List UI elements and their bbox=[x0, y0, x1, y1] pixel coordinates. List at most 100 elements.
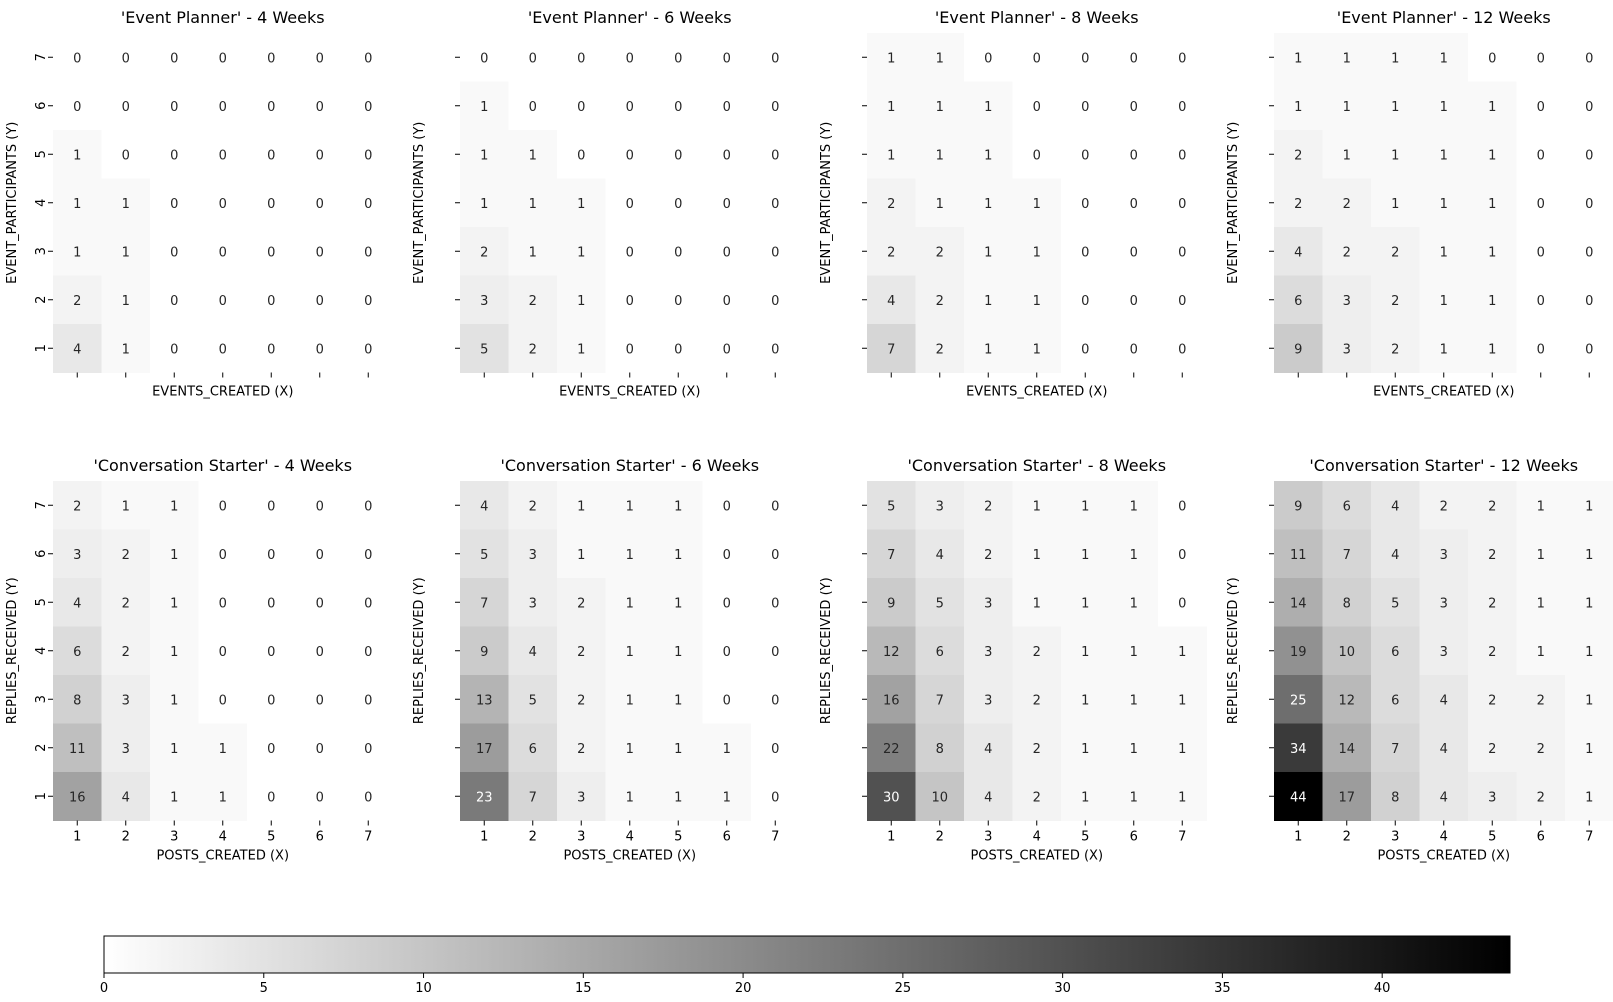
cell-value-label: 8 bbox=[1391, 790, 1399, 805]
cell-value-label: 1 bbox=[984, 294, 992, 309]
cell-value-label: 0 bbox=[984, 51, 992, 66]
cell-value-label: 2 bbox=[887, 245, 895, 260]
heatmap-cell bbox=[150, 481, 199, 530]
heatmap-cell bbox=[1158, 723, 1207, 773]
cell-value-label: 0 bbox=[771, 148, 779, 163]
heatmap-cell bbox=[557, 529, 606, 579]
y-axis-label: REPLIES_RECEIVED (Y) bbox=[412, 577, 427, 724]
heatmap-cell bbox=[198, 675, 248, 724]
cell-value-label: 1 bbox=[1178, 790, 1186, 805]
cell-value-label: 0 bbox=[170, 294, 178, 309]
heatmap-cell bbox=[1565, 772, 1613, 821]
cell-value-label: 0 bbox=[1081, 197, 1089, 212]
cell-value-label: 1 bbox=[170, 548, 178, 563]
heatmap-cell bbox=[557, 227, 606, 276]
cell-value-label: 10 bbox=[1338, 645, 1355, 660]
x-tick-label: 5 bbox=[1488, 830, 1496, 845]
heatmap-cell bbox=[867, 626, 916, 676]
y-axis-label: EVENT_PARTICIPANTS (Y) bbox=[819, 122, 834, 284]
heatmap-cell bbox=[508, 529, 558, 579]
cell-value-label: 0 bbox=[771, 548, 779, 563]
cell-value-label: 2 bbox=[529, 294, 537, 309]
cell-value-label: 3 bbox=[577, 790, 585, 805]
cell-value-label: 6 bbox=[936, 645, 944, 660]
heatmap-cell bbox=[1468, 33, 1517, 82]
heatmap-cell bbox=[751, 675, 800, 724]
y-tick-label: 1 bbox=[34, 344, 49, 352]
heatmap-cell bbox=[702, 227, 752, 276]
cell-value-label: 1 bbox=[1537, 645, 1545, 660]
cell-value-label: 1 bbox=[936, 100, 944, 115]
cell-value-label: 2 bbox=[529, 499, 537, 514]
cell-value-label: 2 bbox=[1294, 148, 1302, 163]
cell-value-label: 5 bbox=[529, 693, 537, 708]
heatmap-cell bbox=[247, 529, 296, 579]
heatmap-cell bbox=[605, 772, 655, 821]
heatmap-cell bbox=[247, 227, 296, 276]
heatmap-cell bbox=[1419, 626, 1469, 676]
heatmap-cell bbox=[867, 33, 916, 82]
heatmap-cell bbox=[344, 33, 393, 82]
heatmap-cell bbox=[460, 275, 509, 325]
cell-value-label: 0 bbox=[219, 645, 227, 660]
heatmap-cell bbox=[460, 626, 509, 676]
heatmap-cell bbox=[1158, 275, 1207, 325]
heatmap-cell bbox=[508, 33, 558, 82]
cell-value-label: 1 bbox=[626, 548, 634, 563]
heatmap-cell bbox=[101, 33, 151, 82]
heatmap-cell bbox=[1061, 227, 1110, 276]
cell-value-label: 2 bbox=[1391, 245, 1399, 260]
cell-value-label: 4 bbox=[1391, 499, 1399, 514]
heatmap-cell bbox=[1322, 772, 1372, 821]
cell-value-label: 1 bbox=[480, 100, 488, 115]
heatmap-cell bbox=[1419, 675, 1469, 724]
heatmap-cell bbox=[198, 178, 248, 228]
heatmap-cell bbox=[1274, 578, 1323, 627]
cell-value-label: 6 bbox=[1391, 693, 1399, 708]
panel-title: 'Conversation Starter' - 12 Weeks bbox=[1309, 456, 1578, 475]
heatmap-cell bbox=[1419, 772, 1469, 821]
x-tick-label: 4 bbox=[626, 830, 634, 845]
heatmap-cell bbox=[1468, 324, 1517, 373]
cell-value-label: 1 bbox=[1033, 548, 1041, 563]
cell-value-label: 0 bbox=[1585, 245, 1593, 260]
cell-value-label: 0 bbox=[1081, 100, 1089, 115]
heatmap-cell bbox=[1274, 529, 1323, 579]
heatmap-cell bbox=[1012, 324, 1062, 373]
cell-value-label: 2 bbox=[480, 245, 488, 260]
heatmap-cell bbox=[605, 178, 655, 228]
heatmap-cell bbox=[915, 130, 965, 179]
cell-value-label: 1 bbox=[1130, 693, 1138, 708]
heatmap-cell bbox=[508, 81, 558, 131]
cell-value-label: 1 bbox=[1537, 548, 1545, 563]
cell-value-label: 0 bbox=[1537, 342, 1545, 357]
heatmap-cell bbox=[1012, 723, 1062, 773]
heatmap-cell bbox=[460, 772, 509, 821]
cell-value-label: 12 bbox=[883, 645, 900, 660]
cell-value-label: 1 bbox=[170, 790, 178, 805]
cell-value-label: 0 bbox=[577, 148, 585, 163]
heatmap-cell bbox=[101, 275, 151, 325]
heatmap-cell bbox=[915, 529, 965, 579]
colorbar-tick-label: 10 bbox=[415, 981, 432, 996]
heatmap-cell bbox=[654, 772, 703, 821]
x-tick-label: 3 bbox=[984, 830, 992, 845]
heatmap-cell bbox=[1419, 178, 1469, 228]
cell-value-label: 1 bbox=[1440, 51, 1448, 66]
cell-value-label: 0 bbox=[771, 100, 779, 115]
heatmap-cell bbox=[557, 626, 606, 676]
cell-value-label: 0 bbox=[723, 100, 731, 115]
heatmap-cell bbox=[654, 275, 703, 325]
heatmap-cell bbox=[1468, 275, 1517, 325]
cell-value-label: 0 bbox=[723, 148, 731, 163]
cell-value-label: 1 bbox=[73, 197, 81, 212]
cell-value-label: 1 bbox=[122, 197, 130, 212]
cell-value-label: 0 bbox=[170, 245, 178, 260]
x-axis-label: POSTS_CREATED (X) bbox=[156, 849, 289, 864]
cell-value-label: 30 bbox=[883, 790, 900, 805]
heatmap-cell bbox=[1371, 578, 1420, 627]
heatmap-cell bbox=[53, 626, 102, 676]
heatmap-cell bbox=[1012, 578, 1062, 627]
heatmap-cell bbox=[1012, 529, 1062, 579]
heatmap-cell bbox=[702, 130, 752, 179]
